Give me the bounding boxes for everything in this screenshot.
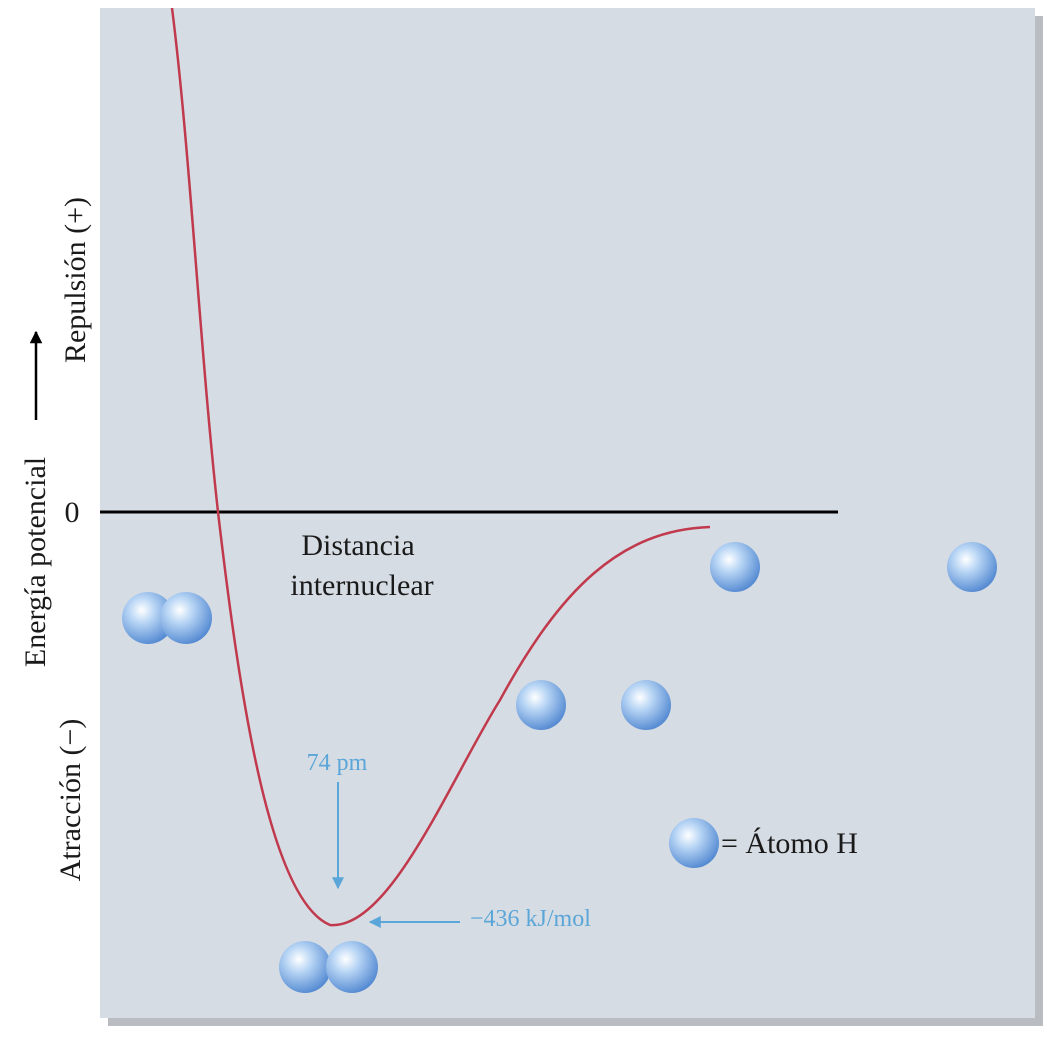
bond-energy: −436 kJ/mol (470, 906, 591, 932)
x-label: Distancia (301, 529, 414, 562)
atom (947, 542, 997, 592)
atom (621, 680, 671, 730)
atom (326, 941, 378, 993)
page: {"axis": {"repulsion": "Repulsión (+)", … (0, 0, 1054, 1056)
zero-label: 0 (65, 496, 80, 529)
diagram: Repulsión (+) Energía potencial Atracció… (0, 0, 1054, 1056)
x-label: internuclear (290, 569, 433, 602)
atom (710, 542, 760, 592)
axis-label: Energía potencial (19, 457, 52, 667)
legend-text: = Átomo H (721, 827, 858, 860)
attraction-label: Atracción (−) (54, 719, 87, 882)
legend-atom (669, 818, 719, 868)
bond-length: 74 pm (307, 750, 368, 776)
repulsion-label: Repulsión (+) (59, 197, 92, 363)
atom (279, 941, 331, 993)
atom (516, 680, 566, 730)
atom (160, 592, 212, 644)
